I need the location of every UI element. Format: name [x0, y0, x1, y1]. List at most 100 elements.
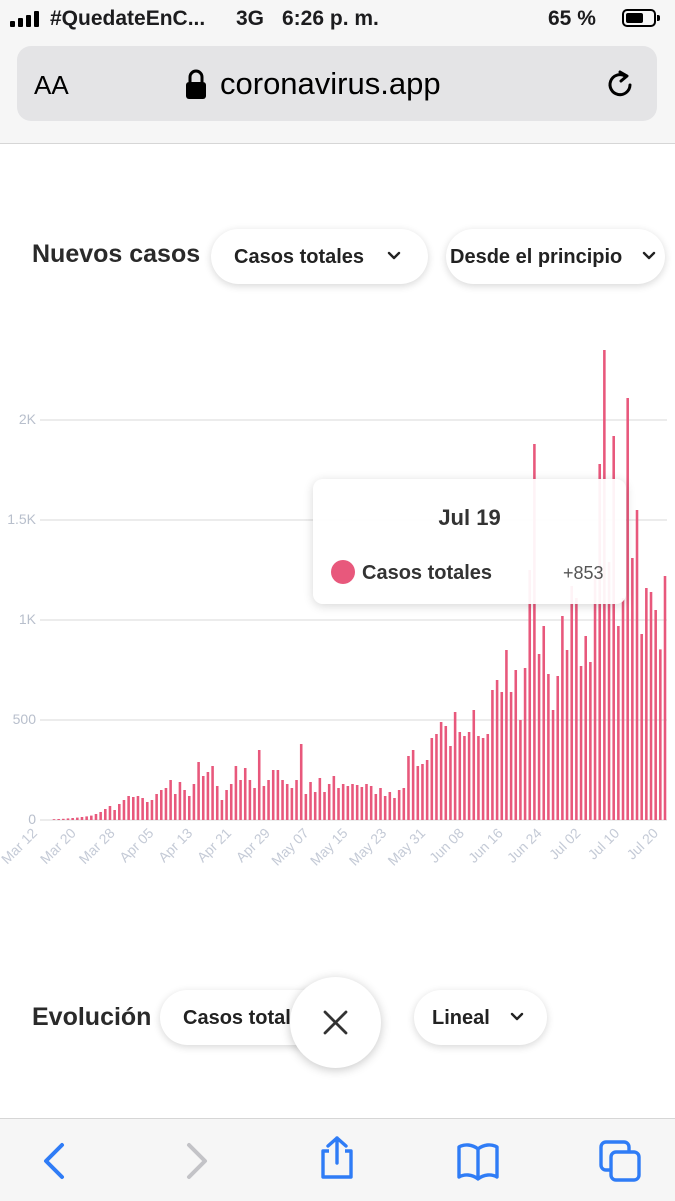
bar	[612, 436, 615, 820]
bar	[118, 804, 121, 820]
bar	[164, 788, 168, 820]
x-tick-label: May 07	[268, 825, 312, 869]
bar	[500, 692, 504, 820]
evolution-metric-label: Casos totales	[183, 1007, 314, 1029]
url-text[interactable]: coronavirus.app	[220, 66, 441, 101]
text-size-label: AA	[34, 70, 69, 100]
bar	[295, 780, 298, 820]
range-dropdown-label: Desde el principio	[450, 246, 623, 268]
bar	[542, 626, 546, 820]
bar	[435, 734, 438, 820]
status-bar: #QuedateEnC... 3G 6:26 p. m. 65 %	[0, 0, 675, 40]
bar	[234, 766, 238, 820]
bar	[458, 732, 462, 820]
bar	[183, 790, 186, 820]
x-tick-label: Jul 02	[546, 825, 584, 863]
close-button[interactable]	[290, 977, 381, 1068]
x-tick-label: May 15	[307, 825, 351, 869]
bar	[169, 780, 172, 820]
network-type: 3G	[236, 7, 265, 30]
bar	[491, 690, 494, 820]
metric-dropdown[interactable]: Casos totales	[211, 229, 428, 284]
bar	[640, 634, 643, 820]
bar	[99, 812, 102, 820]
bar	[645, 588, 648, 820]
tabs-icon[interactable]	[598, 1139, 642, 1183]
bar	[360, 787, 364, 820]
bar	[561, 616, 564, 820]
metric-dropdown-label: Casos totales	[234, 246, 365, 268]
bar	[257, 750, 261, 820]
bar	[173, 794, 177, 820]
carrier-name: #QuedateEnC...	[50, 7, 206, 30]
bar	[654, 610, 657, 820]
bar	[393, 798, 396, 820]
bar	[547, 674, 550, 820]
bar	[211, 766, 214, 820]
bar	[197, 762, 200, 820]
bar	[136, 796, 140, 820]
bar	[449, 746, 452, 820]
address-bar[interactable]: AA coronavirus.app	[17, 46, 657, 121]
x-tick-label: Jun 08	[426, 825, 467, 866]
lock-icon	[186, 69, 206, 99]
bar	[192, 784, 196, 820]
bar	[85, 816, 88, 820]
bar	[337, 788, 340, 820]
bar	[607, 562, 611, 820]
bar	[253, 788, 256, 820]
chevron-down-icon	[510, 1012, 524, 1021]
bar	[71, 818, 74, 820]
bar	[481, 738, 485, 820]
bar	[617, 626, 620, 820]
share-icon[interactable]	[315, 1135, 359, 1179]
bar	[659, 649, 662, 820]
bar	[416, 766, 420, 820]
bar	[318, 778, 322, 820]
bar	[477, 736, 480, 820]
bar	[584, 636, 587, 820]
bar	[649, 592, 653, 820]
bar	[309, 782, 312, 820]
text-size-button[interactable]: AA	[34, 70, 69, 101]
bar	[239, 780, 242, 820]
bar	[397, 790, 401, 820]
bar	[570, 586, 573, 820]
clock: 6:26 p. m.	[282, 7, 379, 30]
bar	[281, 780, 284, 820]
browser-toolbar	[0, 1118, 675, 1201]
bar	[304, 794, 308, 820]
browser-top-chrome: #QuedateEnC... 3G 6:26 p. m. 65 % AA cor…	[0, 0, 675, 144]
bar	[299, 744, 303, 820]
bar	[327, 784, 331, 820]
bar	[206, 772, 210, 820]
bar	[621, 598, 625, 820]
bar	[225, 790, 228, 820]
bar	[290, 788, 294, 820]
chevron-down-icon	[642, 251, 656, 260]
chevron-left-icon[interactable]	[33, 1139, 77, 1183]
tooltip-value: +853	[563, 563, 604, 583]
bar	[635, 510, 639, 820]
bar	[388, 792, 392, 820]
tooltip-series-label: Casos totales	[362, 562, 493, 584]
bar	[374, 794, 378, 820]
bar	[80, 817, 84, 820]
bar	[631, 558, 634, 820]
bar	[346, 786, 350, 820]
x-tick-label: Mar 12	[0, 825, 40, 867]
x-tick-label: Mar 20	[37, 825, 79, 867]
bar	[220, 800, 224, 820]
scale-dropdown[interactable]: Lineal	[414, 990, 547, 1045]
bar	[201, 776, 205, 820]
bar	[341, 784, 345, 820]
range-dropdown[interactable]: Desde el principio	[446, 229, 665, 284]
chart-tooltip: Jul 19 Casos totales +853	[313, 479, 626, 604]
x-tick-label: Apr 13	[155, 825, 196, 866]
bar	[444, 726, 448, 820]
chevron-right-icon[interactable]	[174, 1139, 218, 1183]
book-icon[interactable]	[456, 1139, 500, 1183]
reload-icon[interactable]	[604, 68, 636, 100]
bar	[155, 794, 158, 820]
